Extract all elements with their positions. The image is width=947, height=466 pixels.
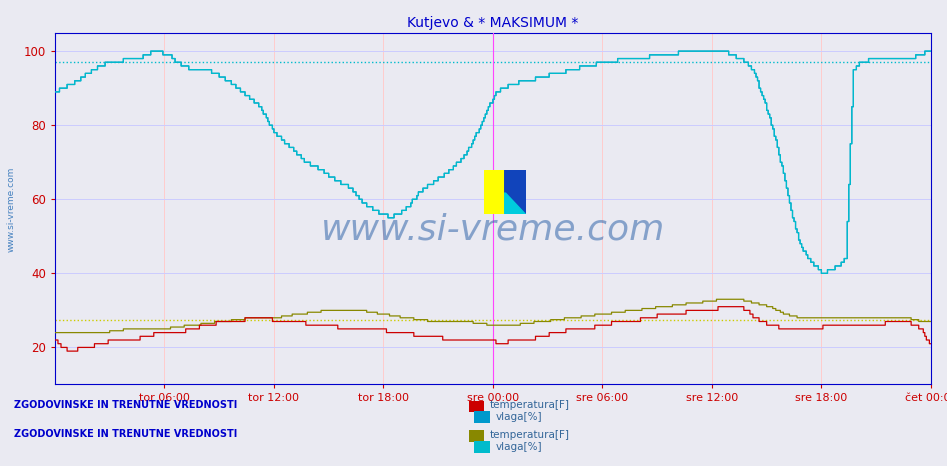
Text: vlaga[%]: vlaga[%] — [495, 412, 542, 422]
Text: ZGODOVINSKE IN TRENUTNE VREDNOSTI: ZGODOVINSKE IN TRENUTNE VREDNOSTI — [14, 429, 238, 439]
Title: Kutjevo & * MAKSIMUM *: Kutjevo & * MAKSIMUM * — [407, 16, 579, 30]
Text: vlaga[%]: vlaga[%] — [495, 442, 542, 452]
Bar — [484, 170, 505, 214]
Text: temperatura[F]: temperatura[F] — [490, 400, 569, 410]
Polygon shape — [505, 170, 526, 192]
Text: temperatura[F]: temperatura[F] — [490, 430, 569, 440]
Text: www.si-vreme.com: www.si-vreme.com — [7, 167, 16, 253]
Polygon shape — [505, 192, 526, 214]
Text: www.si-vreme.com: www.si-vreme.com — [321, 212, 665, 247]
Bar — [505, 170, 526, 214]
Text: ZGODOVINSKE IN TRENUTNE VREDNOSTI: ZGODOVINSKE IN TRENUTNE VREDNOSTI — [14, 400, 238, 410]
